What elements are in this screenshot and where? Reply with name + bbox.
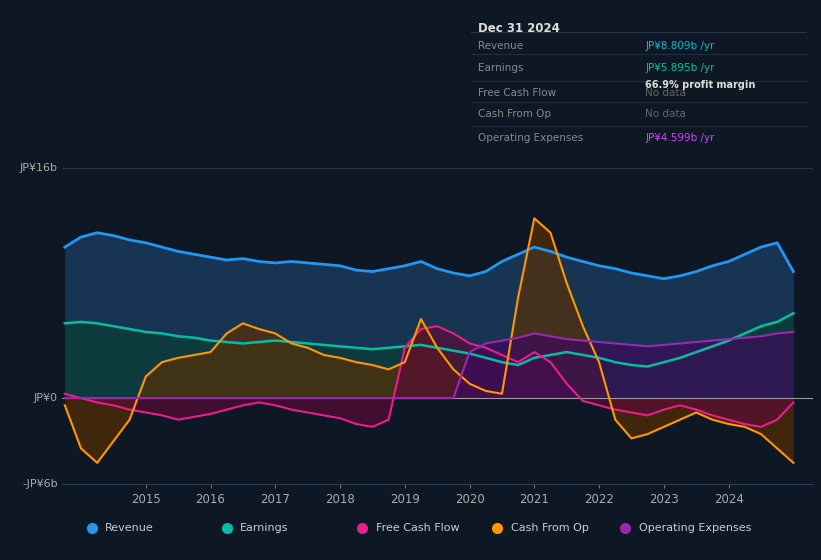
- Text: JP¥4.599b /yr: JP¥4.599b /yr: [645, 133, 715, 143]
- Text: Dec 31 2024: Dec 31 2024: [478, 21, 560, 35]
- Text: Free Cash Flow: Free Cash Flow: [375, 523, 459, 533]
- Text: No data: No data: [645, 87, 686, 97]
- Text: JP¥0: JP¥0: [34, 393, 57, 403]
- Text: Operating Expenses: Operating Expenses: [478, 133, 583, 143]
- Text: Revenue: Revenue: [105, 523, 154, 533]
- Text: Operating Expenses: Operating Expenses: [639, 523, 751, 533]
- Text: Cash From Op: Cash From Op: [478, 109, 551, 119]
- Text: No data: No data: [645, 109, 686, 119]
- Text: Earnings: Earnings: [241, 523, 289, 533]
- Text: Free Cash Flow: Free Cash Flow: [478, 87, 556, 97]
- Text: Cash From Op: Cash From Op: [511, 523, 589, 533]
- Text: 66.9% profit margin: 66.9% profit margin: [645, 80, 755, 90]
- Text: Revenue: Revenue: [478, 41, 523, 51]
- Text: Earnings: Earnings: [478, 63, 523, 73]
- Text: JP¥16b: JP¥16b: [20, 163, 57, 173]
- Text: JP¥5.895b /yr: JP¥5.895b /yr: [645, 63, 715, 73]
- Text: JP¥8.809b /yr: JP¥8.809b /yr: [645, 41, 715, 51]
- Text: -JP¥6b: -JP¥6b: [22, 479, 57, 489]
